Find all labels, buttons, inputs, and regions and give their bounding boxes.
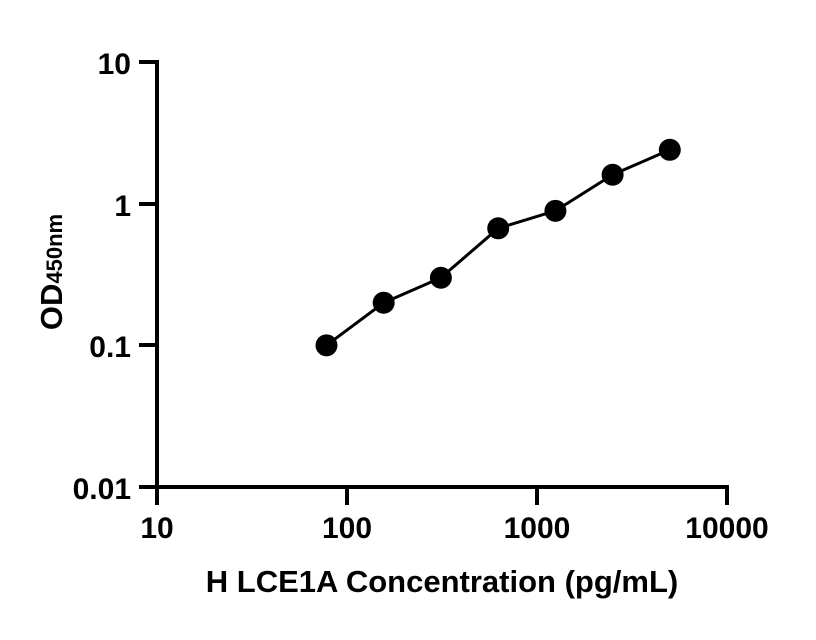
data-point xyxy=(372,291,395,314)
x-axis-title: H LCE1A Concentration (pg/mL) xyxy=(206,564,678,599)
y-axis-title: OD450nm xyxy=(34,214,69,330)
x-tick-label-100: 100 xyxy=(322,512,372,545)
svg-text:OD450nm: OD450nm xyxy=(34,214,69,330)
y-axis-title-sub: 450nm xyxy=(42,214,67,284)
x-axis-ticks xyxy=(155,487,729,505)
data-point xyxy=(487,217,510,240)
data-point xyxy=(315,334,338,357)
data-point xyxy=(601,163,624,186)
y-tick-label-1: 1 xyxy=(114,190,131,223)
y-axis-ticks xyxy=(139,60,157,489)
data-point xyxy=(544,199,567,222)
y-tick-label-0-1: 0.1 xyxy=(89,331,131,364)
x-tick-label-10: 10 xyxy=(140,512,173,545)
x-tick-label-1000: 1000 xyxy=(504,512,571,545)
x-tick-label-10000: 10000 xyxy=(685,512,768,545)
y-axis-title-main: OD xyxy=(34,284,69,331)
y-tick-label-10: 10 xyxy=(98,48,131,81)
series-markers xyxy=(315,138,681,357)
data-point xyxy=(429,266,452,289)
data-point xyxy=(658,138,681,161)
y-tick-label-0-01: 0.01 xyxy=(73,473,131,506)
